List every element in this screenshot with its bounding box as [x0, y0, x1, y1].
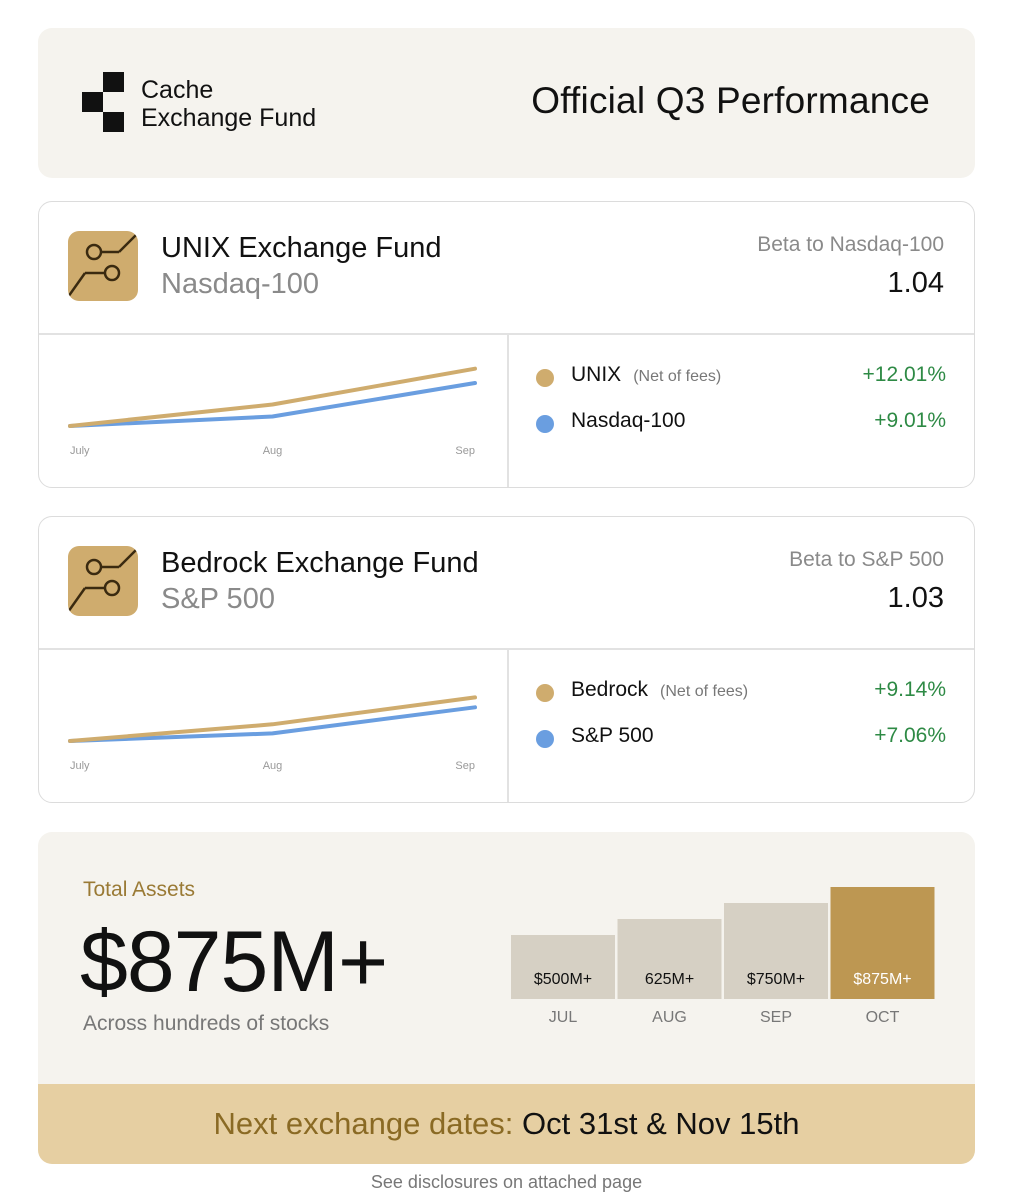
fund-index: Nasdaq-100: [161, 268, 319, 300]
legend-return: +7.06%: [874, 724, 946, 747]
legend-name: UNIX: [571, 363, 622, 386]
fund-chart-icon: [68, 546, 138, 616]
fund-chart-icon: [68, 231, 138, 301]
disclosure-note: See disclosures on attached page: [370, 1172, 643, 1192]
fund-card-bedrock: Bedrock Exchange Fund S&P 500 Beta to S&…: [38, 516, 975, 803]
bar-oct: [830, 887, 935, 999]
page-title: Official Q3 Performance: [531, 80, 930, 121]
total-assets-value: $875M+: [80, 914, 388, 1010]
fund-index: S&P 500: [161, 583, 275, 615]
logo-line-1: Cache: [141, 76, 214, 104]
bar-value-label: $500M+: [534, 971, 592, 988]
x-tick-label: Sep: [455, 760, 475, 772]
bar-value-label: 625M+: [645, 971, 694, 988]
fund-card-unix: UNIX Exchange Fund Nasdaq-100 Beta to Na…: [38, 201, 975, 488]
legend-return: +12.01%: [862, 363, 947, 386]
x-tick-label: Sep: [455, 445, 475, 457]
total-assets-subtitle: Across hundreds of stocks: [83, 1012, 330, 1035]
assets-bar-chart: $500M+ JUL 625M+ AUG $750M+ SEP $875M+ OCT: [511, 887, 935, 1026]
exchange-dates-banner: Next exchange dates: Oct 31st & Nov 15th: [38, 1084, 975, 1164]
series-line-bedrock: [68, 695, 477, 743]
x-tick-label: July: [70, 760, 90, 772]
bar-category-label: JUL: [549, 1009, 578, 1026]
legend-note: (Net of fees): [633, 368, 722, 385]
header-card: Cache Exchange Fund Official Q3 Performa…: [38, 28, 975, 178]
beta-label: Beta to Nasdaq-100: [757, 233, 944, 256]
bar-category-label: SEP: [760, 1009, 792, 1026]
legend-label: UNIX (Net of fees): [571, 363, 721, 387]
divider: [39, 648, 974, 650]
legend-name: Nasdaq-100: [571, 409, 686, 432]
exchange-dates-text: Next exchange dates: Oct 31st & Nov 15th: [214, 1106, 800, 1142]
x-tick-label: Aug: [263, 760, 283, 772]
cache-logo-icon: [82, 72, 124, 132]
series-line-s-p-500: [68, 705, 477, 743]
x-tick-label: Aug: [263, 445, 283, 457]
legend-dot: [536, 415, 554, 433]
legend-return: +9.01%: [874, 409, 946, 432]
bar-value-label: $750M+: [747, 971, 805, 988]
legend-dot: [536, 369, 554, 387]
divider: [507, 334, 509, 487]
performance-line-chart: July Aug Sep: [68, 695, 477, 772]
beta-value: 1.03: [887, 582, 944, 614]
bar-value-label: $875M+: [853, 971, 911, 988]
series-line-unix: [68, 366, 477, 428]
logo-text: Cache Exchange Fund: [141, 76, 316, 132]
legend-dot: [536, 684, 554, 702]
legend-name: Bedrock: [571, 678, 649, 701]
legend-row-index: Nasdaq-100 +9.01%: [536, 408, 946, 438]
exchange-label: Next exchange dates:: [213, 1106, 514, 1141]
legend-return: +9.14%: [874, 678, 946, 701]
fund-name: Bedrock Exchange Fund: [161, 547, 479, 579]
beta-value: 1.04: [887, 267, 944, 299]
bar-jul: [511, 935, 615, 999]
performance-line-chart: July Aug Sep: [68, 366, 477, 457]
divider: [507, 649, 509, 802]
divider: [39, 333, 974, 335]
beta-label: Beta to S&P 500: [789, 548, 944, 571]
legend-label: Bedrock (Net of fees): [571, 678, 748, 702]
bar-category-label: AUG: [652, 1009, 687, 1026]
legend-row-index: S&P 500 +7.06%: [536, 723, 946, 753]
exchange-dates: Oct 31st & Nov 15th: [522, 1106, 800, 1141]
bar-aug: [617, 919, 722, 999]
total-assets-card: Total Assets $875M+ Across hundreds of s…: [38, 832, 975, 1164]
bar-sep: [724, 903, 828, 999]
bar-category-label: OCT: [866, 1009, 900, 1026]
total-assets-label: Total Assets: [83, 878, 196, 901]
legend-row-fund: Bedrock (Net of fees) +9.14%: [536, 677, 946, 707]
legend-dot: [536, 730, 554, 748]
legend-note: (Net of fees): [660, 683, 749, 700]
legend-row-fund: UNIX (Net of fees) +12.01%: [536, 362, 946, 392]
series-line-nasdaq-100: [68, 381, 477, 428]
x-tick-label: July: [70, 445, 90, 457]
legend-name: S&P 500: [571, 724, 654, 747]
logo-line-2: Exchange Fund: [141, 104, 317, 132]
fund-name: UNIX Exchange Fund: [161, 232, 442, 264]
